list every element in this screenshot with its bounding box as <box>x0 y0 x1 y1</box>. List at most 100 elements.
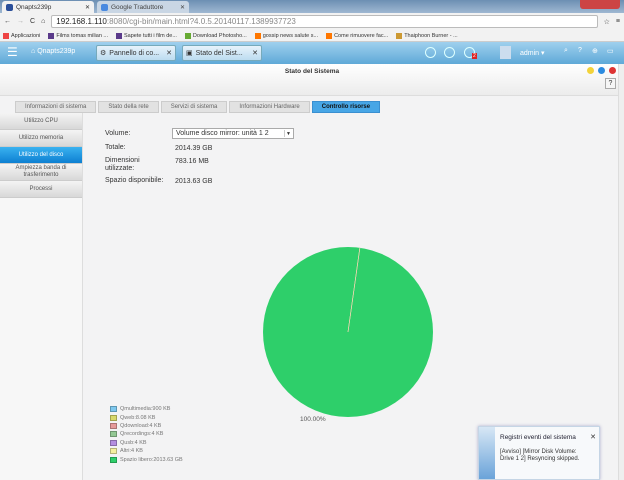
legend-swatch <box>110 406 117 413</box>
legend-item: Qdownload:4 KB <box>110 422 183 430</box>
volume-select[interactable]: Volume disco mirror: unità 1 2 ▼ <box>172 128 294 139</box>
background-tasks-icon[interactable] <box>425 47 436 58</box>
disk-usage-pie-chart <box>263 247 433 417</box>
help-icon[interactable]: ? <box>578 47 582 54</box>
legend-label: Qmultimedia:900 KB <box>120 406 171 413</box>
home-button[interactable]: ⌂ Qnapts239p <box>31 48 76 55</box>
browser-tab-translate[interactable]: Google Traduttore ✕ <box>97 1 189 13</box>
desktop-icon[interactable]: ▭ <box>607 48 614 55</box>
browser-tab-strip: Qnapts239p ✕ Google Traduttore ✕ <box>0 0 624 13</box>
home-icon[interactable]: ⌂ <box>41 18 46 25</box>
tab-network-status[interactable]: Stato della rete <box>98 101 159 113</box>
browser-tab-qnap[interactable]: Qnapts239p ✕ <box>2 1 94 13</box>
close-tab-icon[interactable]: ✕ <box>84 4 90 11</box>
event-log-notification: Registri eventi del sistema ✕ [Avviso] [… <box>478 426 600 480</box>
tab-favicon-icon <box>6 3 13 11</box>
control-panel-icon: ⚙ <box>100 50 107 57</box>
app-tab-control-panel[interactable]: ⚙ Pannello di co... ✕ <box>96 45 176 61</box>
menu-icon[interactable]: ≡ <box>615 18 620 25</box>
legend-label: Qdownload:4 KB <box>120 422 162 429</box>
close-notification-icon[interactable]: ✕ <box>590 434 596 441</box>
legend-swatch <box>110 448 117 455</box>
external-device-icon[interactable] <box>444 47 455 58</box>
legend-swatch <box>110 456 117 463</box>
tab-resource-monitor[interactable]: Controllo risorse <box>311 101 381 113</box>
close-icon[interactable]: ✕ <box>166 50 172 57</box>
sidebar-item-bandwidth[interactable]: Ampiezza banda di trasferimento <box>0 164 82 181</box>
notification-message: [Avviso] [Mirror Disk Volume: Drive 1 2]… <box>500 449 580 462</box>
avatar[interactable] <box>500 46 511 59</box>
search-icon[interactable]: ⌕ <box>564 47 568 54</box>
legend-swatch <box>110 431 117 438</box>
bookmark[interactable]: Films tomas milian ... <box>48 32 108 39</box>
notification-title: Registri eventi del sistema <box>500 434 576 441</box>
back-icon[interactable]: ← <box>4 18 11 25</box>
window-titlebar: Stato del Sistema ? <box>0 64 624 96</box>
notifications-icon[interactable] <box>464 47 475 58</box>
tab-hardware-info[interactable]: Informazioni Hardware <box>229 101 310 113</box>
star-icon[interactable]: ☆ <box>603 18 610 26</box>
legend-item: Qweb:8.08 KB <box>110 413 183 421</box>
forward-icon[interactable]: → <box>17 18 24 25</box>
scrollbar[interactable] <box>618 64 624 480</box>
maximize-icon[interactable] <box>598 67 605 74</box>
legend-item: Qmultimedia:900 KB <box>110 405 183 413</box>
language-icon[interactable]: ⊕ <box>592 48 598 55</box>
bookmark[interactable]: Sapete tutti i film de... <box>116 32 177 39</box>
window-title: Stato del Sistema <box>284 68 340 75</box>
sidebar-item-memory[interactable]: Utilizzo memoria <box>0 130 82 147</box>
legend-label: Qweb:8.08 KB <box>120 414 156 421</box>
pie-slice-qmultimedia <box>347 247 361 333</box>
legend-swatch <box>110 414 117 421</box>
close-icon[interactable]: ✕ <box>252 50 258 57</box>
minimize-icon[interactable] <box>587 67 594 74</box>
close-window-icon[interactable] <box>609 67 616 74</box>
address-bar-row: ← → C ⌂ 192.168.1.110:8080/cgi-bin/main.htm… <box>0 13 624 30</box>
sidebar-item-disk[interactable]: Utilizzo del disco <box>0 147 82 164</box>
bookmark[interactable]: Download Photosho... <box>184 32 247 39</box>
legend-item: Altri:4 KB <box>110 447 183 455</box>
chevron-down-icon[interactable]: ▼ <box>284 130 292 137</box>
legend-label: Altri:4 KB <box>120 448 143 455</box>
sidebar-item-processes[interactable]: Processi <box>0 181 82 198</box>
free-value: 2013.63 GB <box>175 178 213 185</box>
used-label: Dimensioni utilizzate: <box>105 157 140 172</box>
legend-item: Qrecordings:4 KB <box>110 430 183 438</box>
total-value: 2014.39 GB <box>175 145 213 152</box>
main-menu-icon[interactable]: ☰ <box>7 45 18 59</box>
qnap-header: ☰ ⌂ Qnapts239p ⚙ Pannello di co... ✕ ▣ Stat… <box>0 42 624 64</box>
bookmark-apps[interactable]: Applicazioni <box>3 32 40 39</box>
legend-item: Spazio libero:2013.63 GB <box>110 455 183 463</box>
bookmark[interactable]: gossip news salute s... <box>254 32 318 39</box>
bookmark[interactable]: Thaiphoon Burner - ... <box>396 32 458 39</box>
bookmark[interactable]: Come rimuovere fac... <box>326 32 388 39</box>
tab-system-services[interactable]: Servizi di sistema <box>160 101 228 113</box>
user-menu[interactable]: admin ▾ <box>520 50 545 57</box>
notification-badge: 2 <box>472 53 477 59</box>
tab-system-info[interactable]: Informazioni di sistema <box>15 101 97 113</box>
help-button[interactable]: ? <box>605 78 616 89</box>
app-tab-system-status[interactable]: ▣ Stato del Sist... ✕ <box>182 45 262 61</box>
bookmarks-bar: Applicazioni Films tomas milian ... Sape… <box>0 30 624 42</box>
legend-label: Spazio libero:2013.63 GB <box>120 456 183 463</box>
close-tab-icon[interactable]: ✕ <box>179 4 185 11</box>
volume-label: Volume: <box>105 130 131 137</box>
total-label: Totale: <box>105 144 126 151</box>
tab-label: Google Traduttore <box>111 3 164 11</box>
legend-label: Qusb:4 KB <box>120 439 147 446</box>
used-value: 783.16 MB <box>175 158 209 165</box>
monitor-icon: ▣ <box>186 50 193 57</box>
legend-item: Qusb:4 KB <box>110 439 183 447</box>
legend-swatch <box>110 439 117 446</box>
url-input[interactable]: 192.168.1.110:8080/cgi-bin/main.html?4.0… <box>51 15 598 28</box>
tab-label: Qnapts239p <box>16 3 52 11</box>
sidebar: Utilizzo CPU Utilizzo memoria Utilizzo d… <box>0 113 83 480</box>
tab-favicon-icon <box>101 3 108 11</box>
legend-swatch <box>110 422 117 429</box>
window-controls[interactable] <box>580 0 620 9</box>
sidebar-item-cpu[interactable]: Utilizzo CPU <box>0 113 82 130</box>
pie-slice-label: 100.00% <box>300 416 326 423</box>
reload-icon[interactable]: C <box>30 18 36 25</box>
legend-label: Qrecordings:4 KB <box>120 431 164 438</box>
chart-legend: Qmultimedia:900 KB Qweb:8.08 KB Qdownload:… <box>110 405 183 464</box>
